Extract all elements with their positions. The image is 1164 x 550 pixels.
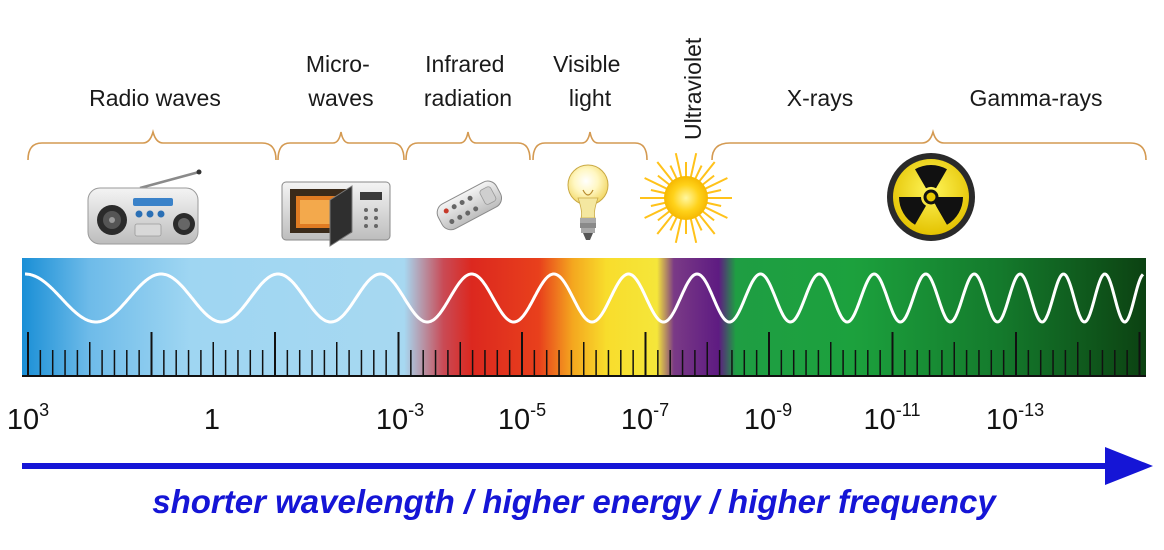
sun-ray <box>650 201 667 207</box>
band-label-gamma: Gamma-rays <box>970 85 1103 111</box>
sun-ray <box>703 177 728 191</box>
scale-labels: 103 1 10-3 10-5 10-7 10-9 10-11 10-13 <box>7 400 1044 436</box>
scale-label-exponent: -7 <box>653 400 669 420</box>
band-label-gamma-line-1: Gamma-rays <box>970 85 1103 111</box>
sun-ray <box>669 215 679 231</box>
scale-label: 10-3 <box>376 400 424 436</box>
band-label-microwave: Micro- waves <box>306 51 376 111</box>
sun-ray <box>644 205 669 219</box>
sun-ray <box>689 217 698 244</box>
bracket-xray-gamma <box>711 128 1147 161</box>
sun-ray <box>657 174 672 187</box>
scale-label: 10-9 <box>744 400 792 436</box>
sun-ray <box>650 189 667 195</box>
band-label-infrared-line-1: Infrared <box>425 51 504 77</box>
band-label-visible: Visible light <box>553 51 627 111</box>
scale-label-base: 10 <box>376 404 408 436</box>
scale-label: 10-11 <box>864 400 921 436</box>
scale-label: 10-13 <box>986 400 1044 436</box>
scale-label-base: 10 <box>7 404 39 436</box>
band-label-ultraviolet-line-1: Ultraviolet <box>680 37 706 140</box>
scale-label-exponent: -9 <box>776 400 792 420</box>
scale-ruler <box>27 332 1141 376</box>
sun-disc <box>664 176 708 220</box>
direction-arrow <box>22 447 1153 485</box>
sun-ray <box>669 165 679 181</box>
sun-ray <box>674 217 683 244</box>
scale-label-base: 10 <box>864 404 896 436</box>
band-label-infrared: Infrared radiation <box>424 51 512 111</box>
band-labels: Radio waves Micro- waves Infrared radiat… <box>89 37 1102 140</box>
light-bulb-icon <box>567 164 609 240</box>
band-label-microwave-line-2: waves <box>307 85 373 111</box>
scale-label: 10-7 <box>621 400 669 436</box>
sun-ray <box>674 152 683 179</box>
band-label-visible-line-2: light <box>569 85 612 111</box>
sun-ray <box>656 161 675 184</box>
scale-label-exponent: -11 <box>896 400 921 420</box>
scale-label-exponent: -13 <box>1018 400 1044 420</box>
sun-ray <box>656 212 675 235</box>
sun-icon <box>640 152 732 244</box>
scale-label-base: 10 <box>986 404 1018 436</box>
wave-line <box>25 272 1145 324</box>
sun-ray <box>697 212 716 235</box>
sun-ray <box>705 201 722 207</box>
band-icons <box>87 152 975 247</box>
microwave-oven-icon <box>281 181 391 247</box>
sun-ray <box>697 161 716 184</box>
radiation-blade <box>899 197 926 225</box>
scale-label-exponent: -3 <box>408 400 424 420</box>
radiation-blade <box>936 197 963 225</box>
radiation-blade <box>915 165 947 189</box>
band-label-xray-line-1: X-rays <box>787 85 853 111</box>
band-label-xray: X-rays <box>787 85 853 111</box>
scale-label-base: 10 <box>621 404 653 436</box>
scale-label: 1 <box>204 404 220 436</box>
sun-ray <box>705 189 722 195</box>
direction-caption: shorter wavelength / higher energy / hig… <box>152 483 997 520</box>
scale-label-base: 10 <box>498 404 530 436</box>
bracket-microwave <box>277 131 405 161</box>
scale-label-base: 10 <box>744 404 776 436</box>
radio-icon <box>87 169 202 245</box>
sun-ray <box>644 177 669 191</box>
scale-label-exponent: 3 <box>39 400 49 420</box>
band-label-radio: Radio waves <box>89 85 221 111</box>
band-label-ultraviolet: Ultraviolet <box>680 37 706 140</box>
band-brackets <box>27 128 1147 161</box>
scale-label: 103 <box>7 400 49 436</box>
band-label-radio-line-1: Radio waves <box>89 85 221 111</box>
band-label-visible-line-1: Visible <box>553 51 620 77</box>
sun-ray <box>700 209 715 222</box>
radiation-symbol-icon <box>887 153 975 241</box>
sun-ray <box>703 205 728 219</box>
scale-label-exponent: -5 <box>530 400 546 420</box>
bracket-radio <box>27 128 277 161</box>
sun-ray <box>657 209 672 222</box>
bracket-infrared <box>405 131 531 161</box>
scale-label-base: 1 <box>204 404 220 436</box>
sun-ray <box>700 174 715 187</box>
sun-ray <box>689 152 698 179</box>
sun-ray <box>693 215 703 231</box>
band-label-microwave-line-1: Micro- <box>306 51 370 77</box>
scale-label: 10-5 <box>498 400 546 436</box>
remote-control-icon <box>436 180 503 231</box>
band-label-infrared-line-2: radiation <box>424 85 512 111</box>
bracket-visible <box>532 131 648 161</box>
sun-ray <box>693 165 703 181</box>
